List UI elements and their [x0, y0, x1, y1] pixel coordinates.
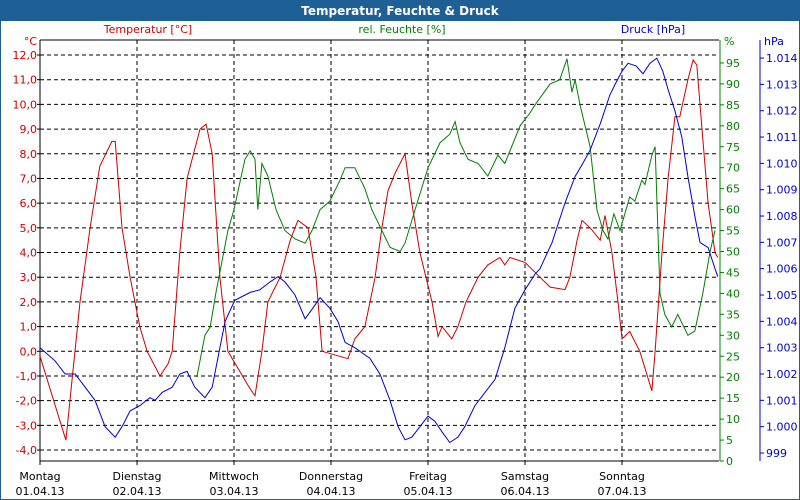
tick-label-pressure: 1.007	[766, 236, 798, 249]
tick-label-temperature: 5,0	[20, 222, 38, 235]
tick-label-day: Donnerstag	[299, 470, 363, 483]
unit-humidity: %	[724, 35, 734, 48]
tick-label-humidity: 40	[726, 287, 740, 300]
tick-label-temperature: 4,0	[20, 247, 38, 260]
tick-label-pressure: 1.013	[766, 78, 798, 91]
tick-label-humidity: 25	[726, 350, 740, 363]
tick-label-humidity: 15	[726, 392, 740, 405]
tick-label-temperature: -2,0	[16, 395, 37, 408]
tick-label-humidity: 45	[726, 266, 740, 279]
tick-label-temperature: 10,0	[13, 98, 38, 111]
tick-label-pressure: 1.004	[766, 315, 798, 328]
tick-label-temperature: 12,0	[13, 49, 38, 62]
tick-label-pressure: 1.008	[766, 210, 798, 223]
tick-label-temperature: 9,0	[20, 123, 38, 136]
tick-label-humidity: 95	[726, 57, 740, 70]
tick-label-pressure: 1.011	[766, 131, 798, 144]
tick-label-temperature: 3,0	[20, 271, 38, 284]
tick-label-pressure: 1.009	[766, 184, 798, 197]
tick-label-temperature: 2,0	[20, 296, 38, 309]
legend-humidity: rel. Feuchte [%]	[358, 23, 445, 36]
tick-label-date: 05.04.13	[404, 485, 453, 498]
legend-pressure: Druck [hPa]	[621, 23, 685, 36]
tick-label-humidity: 10	[726, 413, 740, 426]
tick-label-pressure: 999	[766, 447, 787, 460]
tick-label-humidity: 5	[726, 434, 733, 447]
tick-label-temperature: -1,0	[16, 370, 37, 383]
window-title: Temperatur, Feuchte & Druck	[1, 1, 799, 21]
series-line-humidity	[196, 58, 716, 378]
tick-label-humidity: 35	[726, 308, 740, 321]
tick-label-temperature: 0,0	[20, 345, 38, 358]
tick-label-pressure: 1.000	[766, 421, 798, 434]
tick-label-pressure: 1.014	[766, 52, 798, 65]
tick-label-day: Montag	[19, 470, 60, 483]
tick-label-pressure: 1.012	[766, 105, 798, 118]
tick-label-humidity: 55	[726, 225, 740, 238]
tick-label-date: 03.04.13	[210, 485, 259, 498]
tick-label-pressure: 1.010	[766, 157, 798, 170]
tick-label-humidity: 75	[726, 141, 740, 154]
tick-label-humidity: 20	[726, 371, 740, 384]
tick-label-day: Dienstag	[112, 470, 161, 483]
tick-label-temperature: 11,0	[13, 74, 38, 87]
unit-pressure: hPa	[764, 35, 784, 48]
tick-label-temperature: 6,0	[20, 197, 38, 210]
tick-label-pressure: 1.006	[766, 263, 798, 276]
tick-label-temperature: 8,0	[20, 148, 38, 161]
unit-temperature: °C	[24, 35, 38, 48]
tick-label-date: 02.04.13	[113, 485, 162, 498]
tick-label-pressure: 1.001	[766, 394, 798, 407]
tick-label-humidity: 85	[726, 99, 740, 112]
tick-label-date: 04.04.13	[307, 485, 356, 498]
tick-label-day: Samstag	[501, 470, 549, 483]
tick-label-humidity: 0	[726, 455, 733, 468]
tick-label-humidity: 90	[726, 78, 740, 91]
tick-label-temperature: -3,0	[16, 419, 37, 432]
tick-label-date: 07.04.13	[598, 485, 647, 498]
tick-label-pressure: 1.002	[766, 368, 798, 381]
tick-label-humidity: 80	[726, 120, 740, 133]
tick-label-pressure: 1.005	[766, 289, 798, 302]
tick-label-date: 01.04.13	[16, 485, 65, 498]
tick-label-humidity: 70	[726, 162, 740, 175]
tick-label-temperature: 7,0	[20, 172, 38, 185]
tick-label-date: 06.04.13	[501, 485, 550, 498]
series-line-temperature	[39, 58, 719, 441]
tick-label-day: Sonntag	[599, 470, 645, 483]
tick-label-day: Mittwoch	[209, 470, 259, 483]
tick-label-humidity: 65	[726, 183, 740, 196]
tick-label-humidity: 50	[726, 246, 740, 259]
tick-label-temperature: 1,0	[20, 321, 38, 334]
legend-temperature: Temperatur [°C]	[103, 23, 192, 36]
series-line-pressure	[39, 57, 719, 444]
tick-label-temperature: -4,0	[16, 444, 37, 457]
tick-label-humidity: 60	[726, 204, 740, 217]
tick-label-day: Freitag	[409, 470, 447, 483]
tick-label-pressure: 1.003	[766, 342, 798, 355]
tick-label-humidity: 30	[726, 329, 740, 342]
